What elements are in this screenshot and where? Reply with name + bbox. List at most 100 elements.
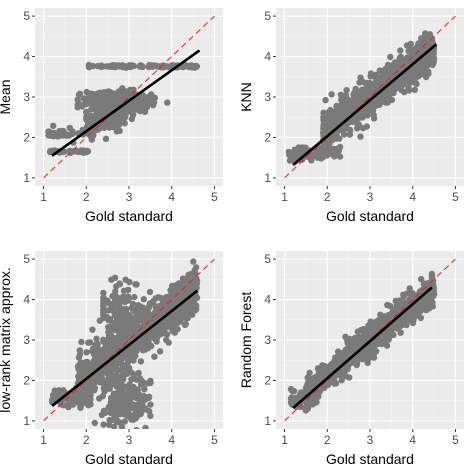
y-tick-label: 2 xyxy=(23,373,30,387)
data-point xyxy=(136,304,143,311)
data-point xyxy=(114,391,121,399)
data-point xyxy=(287,399,295,406)
data-point xyxy=(395,60,403,67)
x-tick-label: 2 xyxy=(324,190,331,204)
data-point xyxy=(287,385,295,393)
data-point xyxy=(75,390,83,397)
data-point xyxy=(158,328,165,335)
data-point xyxy=(128,376,135,383)
panel-knn: 1 2 3 4 5 1 2 3 4 5 Gold standard KNN xyxy=(238,8,464,224)
x-tick-label: 3 xyxy=(367,433,374,447)
data-point xyxy=(63,131,70,138)
data-point xyxy=(109,240,115,246)
data-point xyxy=(315,150,323,157)
data-point xyxy=(145,303,153,310)
data-point xyxy=(132,281,139,288)
data-point xyxy=(146,288,154,296)
data-point xyxy=(77,147,84,155)
data-point xyxy=(383,342,391,349)
data-point xyxy=(364,90,371,98)
data-point xyxy=(123,393,130,400)
data-point xyxy=(145,394,152,401)
data-point xyxy=(354,328,361,335)
data-point xyxy=(131,293,138,301)
data-point xyxy=(78,370,85,377)
data-point xyxy=(107,329,114,336)
y-tick-label: 2 xyxy=(264,130,271,144)
data-point xyxy=(365,325,372,332)
data-point xyxy=(386,302,394,310)
data-point xyxy=(340,369,347,376)
data-point xyxy=(425,70,432,78)
data-point xyxy=(342,92,350,99)
fit-line xyxy=(51,49,201,157)
data-point xyxy=(152,295,159,302)
data-point xyxy=(397,319,404,327)
data-point xyxy=(418,60,425,68)
data-point xyxy=(124,310,131,318)
y-tick-label: 2 xyxy=(264,373,271,387)
data-point xyxy=(172,293,179,300)
data-point xyxy=(405,87,413,94)
data-point xyxy=(291,394,298,402)
fit-line xyxy=(292,43,438,166)
y-tick-label: 2 xyxy=(23,130,30,144)
data-point xyxy=(105,316,112,323)
data-point xyxy=(372,71,380,79)
data-point xyxy=(415,310,422,317)
data-point xyxy=(334,147,341,154)
y-tick-label: 1 xyxy=(264,171,271,185)
data-point xyxy=(188,284,195,292)
data-point xyxy=(98,370,105,377)
y-axis-title: KNN xyxy=(238,82,254,112)
data-point xyxy=(110,423,118,429)
y-axis-title: Mean xyxy=(0,79,13,114)
data-point xyxy=(74,101,81,108)
data-point xyxy=(308,157,315,164)
data-point xyxy=(101,409,109,416)
data-point xyxy=(127,328,134,335)
data-point xyxy=(123,403,130,410)
y-tick-label: 5 xyxy=(264,9,271,23)
data-point xyxy=(133,427,140,429)
data-point xyxy=(418,275,425,283)
y-tick-label: 1 xyxy=(23,414,30,428)
data-point xyxy=(134,339,142,346)
data-point xyxy=(113,283,120,290)
y-tick-label: 4 xyxy=(23,293,30,307)
data-point xyxy=(332,354,339,361)
data-point xyxy=(321,125,328,133)
data-point xyxy=(356,91,363,98)
data-point xyxy=(163,293,170,301)
data-point xyxy=(83,113,90,121)
data-point xyxy=(98,102,105,109)
data-point xyxy=(190,258,197,265)
data-point xyxy=(100,421,107,428)
data-point xyxy=(89,326,96,333)
data-point xyxy=(137,358,145,365)
data-point xyxy=(58,401,66,408)
data-point xyxy=(328,91,335,98)
data-point xyxy=(101,89,108,96)
data-point xyxy=(74,96,81,103)
y-tick-label: 1 xyxy=(23,171,30,185)
data-point xyxy=(121,120,128,127)
data-point xyxy=(99,63,107,70)
x-tick-label: 2 xyxy=(324,433,331,447)
data-point xyxy=(138,381,145,388)
data-point xyxy=(83,108,90,116)
data-point xyxy=(56,127,63,135)
data-point xyxy=(164,99,171,106)
data-point xyxy=(395,80,403,87)
data-point xyxy=(141,312,148,319)
y-axis-title: low-rank matrix approx. xyxy=(0,267,13,413)
data-point xyxy=(125,286,132,294)
data-point xyxy=(173,309,180,316)
data-point xyxy=(338,357,345,365)
data-point xyxy=(99,121,107,128)
data-point xyxy=(397,53,404,60)
y-tick-label: 3 xyxy=(264,90,271,104)
data-point xyxy=(136,375,144,382)
data-point xyxy=(133,312,140,320)
data-point xyxy=(335,104,342,112)
